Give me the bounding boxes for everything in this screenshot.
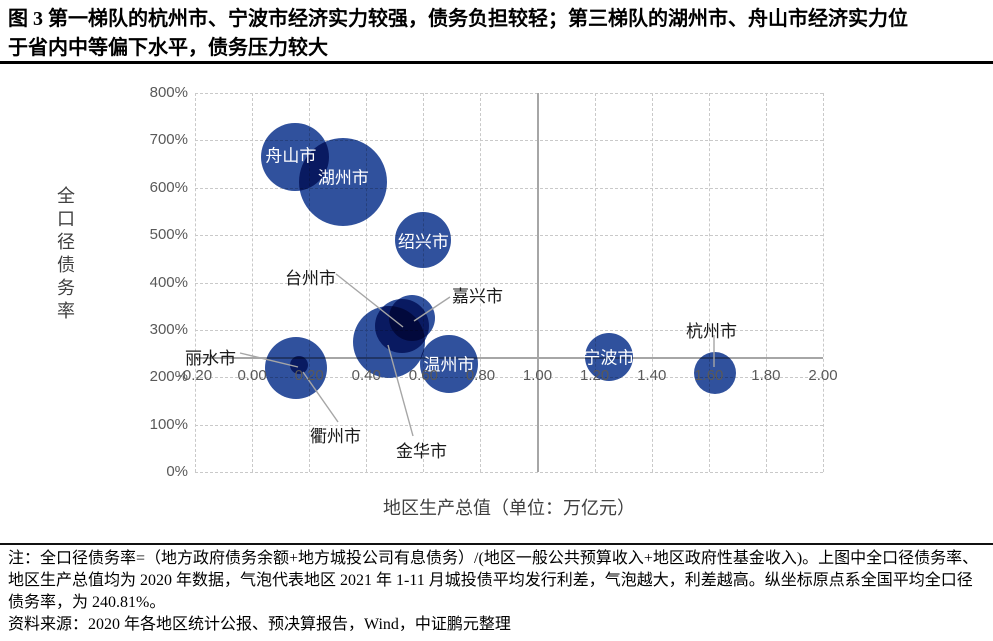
city-label: 绍兴市 [397, 232, 449, 252]
x-tick-label: 1.80 [751, 367, 781, 384]
y-gridline [195, 235, 823, 237]
city-label: 宁波市 [583, 348, 635, 368]
x-gridline [252, 93, 254, 472]
x-gridline [651, 93, 653, 472]
x-gridline [823, 93, 824, 472]
y-tick-label: 400% [149, 273, 188, 291]
figure-title: 图 3 第一梯队的杭州市、宁波市经济实力较强，债务负担较轻；第三梯队的湖州市、舟… [8, 5, 986, 63]
y-tick-label: 800% [149, 84, 188, 101]
y-tick-label: 700% [149, 131, 188, 149]
city-label: 舟山市 [265, 146, 317, 166]
y-axis-title: 全口径债务率 [55, 186, 75, 324]
x-tick-label: 1.40 [637, 367, 667, 384]
city-callout-label: 金华市 [396, 442, 447, 461]
x-tick-label: 1.00 [522, 367, 553, 384]
note-text: 注：全口径债务率=（地方政府债务余额+地方城投公司有息债务）/(地区一般公共预算… [8, 550, 979, 611]
x-gridline [480, 93, 482, 472]
figure-title-line2: 于省内中等偏下水平，债务压力较大 [8, 37, 328, 59]
city-callout-label: 丽水市 [185, 349, 236, 368]
title-divider-rule [0, 61, 993, 64]
y-gridline [195, 187, 823, 189]
city-callout-label: 台州市 [285, 269, 336, 288]
x-axis-title: 地区生产总值（单位：万亿元） [383, 498, 635, 518]
x-gridline [594, 93, 596, 472]
y-gridline [195, 282, 823, 284]
x-tick-label: 1.60 [694, 367, 724, 384]
y-tick-label: 500% [149, 226, 188, 244]
x-tick-label: 2.00 [808, 367, 838, 384]
city-callout-label: 杭州市 [686, 322, 737, 341]
x-gridline [423, 93, 425, 472]
x-tick-label: 0.00 [237, 367, 267, 384]
x-gridline [309, 93, 311, 472]
y-axis-line [536, 93, 539, 472]
y-tick-label: 0% [166, 463, 188, 480]
city-bubble [388, 295, 435, 342]
city-label: 温州市 [423, 355, 475, 375]
figure-title-line1: 图 3 第一梯队的杭州市、宁波市经济实力较强，债务负担较轻；第三梯队的湖州市、舟… [8, 8, 908, 30]
x-tick-label: 1.20 [580, 367, 610, 384]
notes-divider-rule [0, 543, 993, 545]
y-gridline [195, 424, 823, 426]
x-tick-label: 0.60 [408, 367, 438, 384]
city-bubble [395, 211, 452, 268]
x-gridline [765, 93, 767, 472]
city-bubble [420, 334, 479, 393]
y-tick-label: 600% [149, 178, 188, 196]
y-gridline [195, 472, 823, 473]
y-gridline [195, 93, 823, 94]
source-text: 资料来源：2020 年各地区统计公报、预决算报告，Wind，中证鹏元整理 [8, 616, 511, 633]
figure-notes: 注：全口径债务率=（地方政府债务余额+地方城投公司有息债务）/(地区一般公共预算… [8, 548, 986, 636]
x-tick-label: 0.80 [465, 367, 496, 384]
y-gridline [195, 377, 823, 379]
x-tick-label: 0.20 [294, 367, 324, 384]
y-tick-label: 200% [149, 368, 188, 386]
city-bubble [584, 332, 633, 381]
y-gridline [195, 140, 823, 142]
x-axis-line [195, 356, 823, 359]
city-callout-label: 衢州市 [310, 427, 361, 446]
y-tick-label: 300% [149, 320, 188, 338]
x-gridline [708, 93, 710, 472]
y-tick-label: 100% [149, 415, 188, 433]
x-tick-label: -0.20 [177, 367, 213, 384]
city-bubble [299, 138, 388, 227]
y-gridline [195, 329, 823, 331]
x-gridline [195, 93, 196, 472]
city-callout-label: 嘉兴市 [452, 287, 503, 306]
x-tick-label: 0.40 [351, 367, 381, 384]
city-label: 湖州市 [317, 168, 369, 188]
